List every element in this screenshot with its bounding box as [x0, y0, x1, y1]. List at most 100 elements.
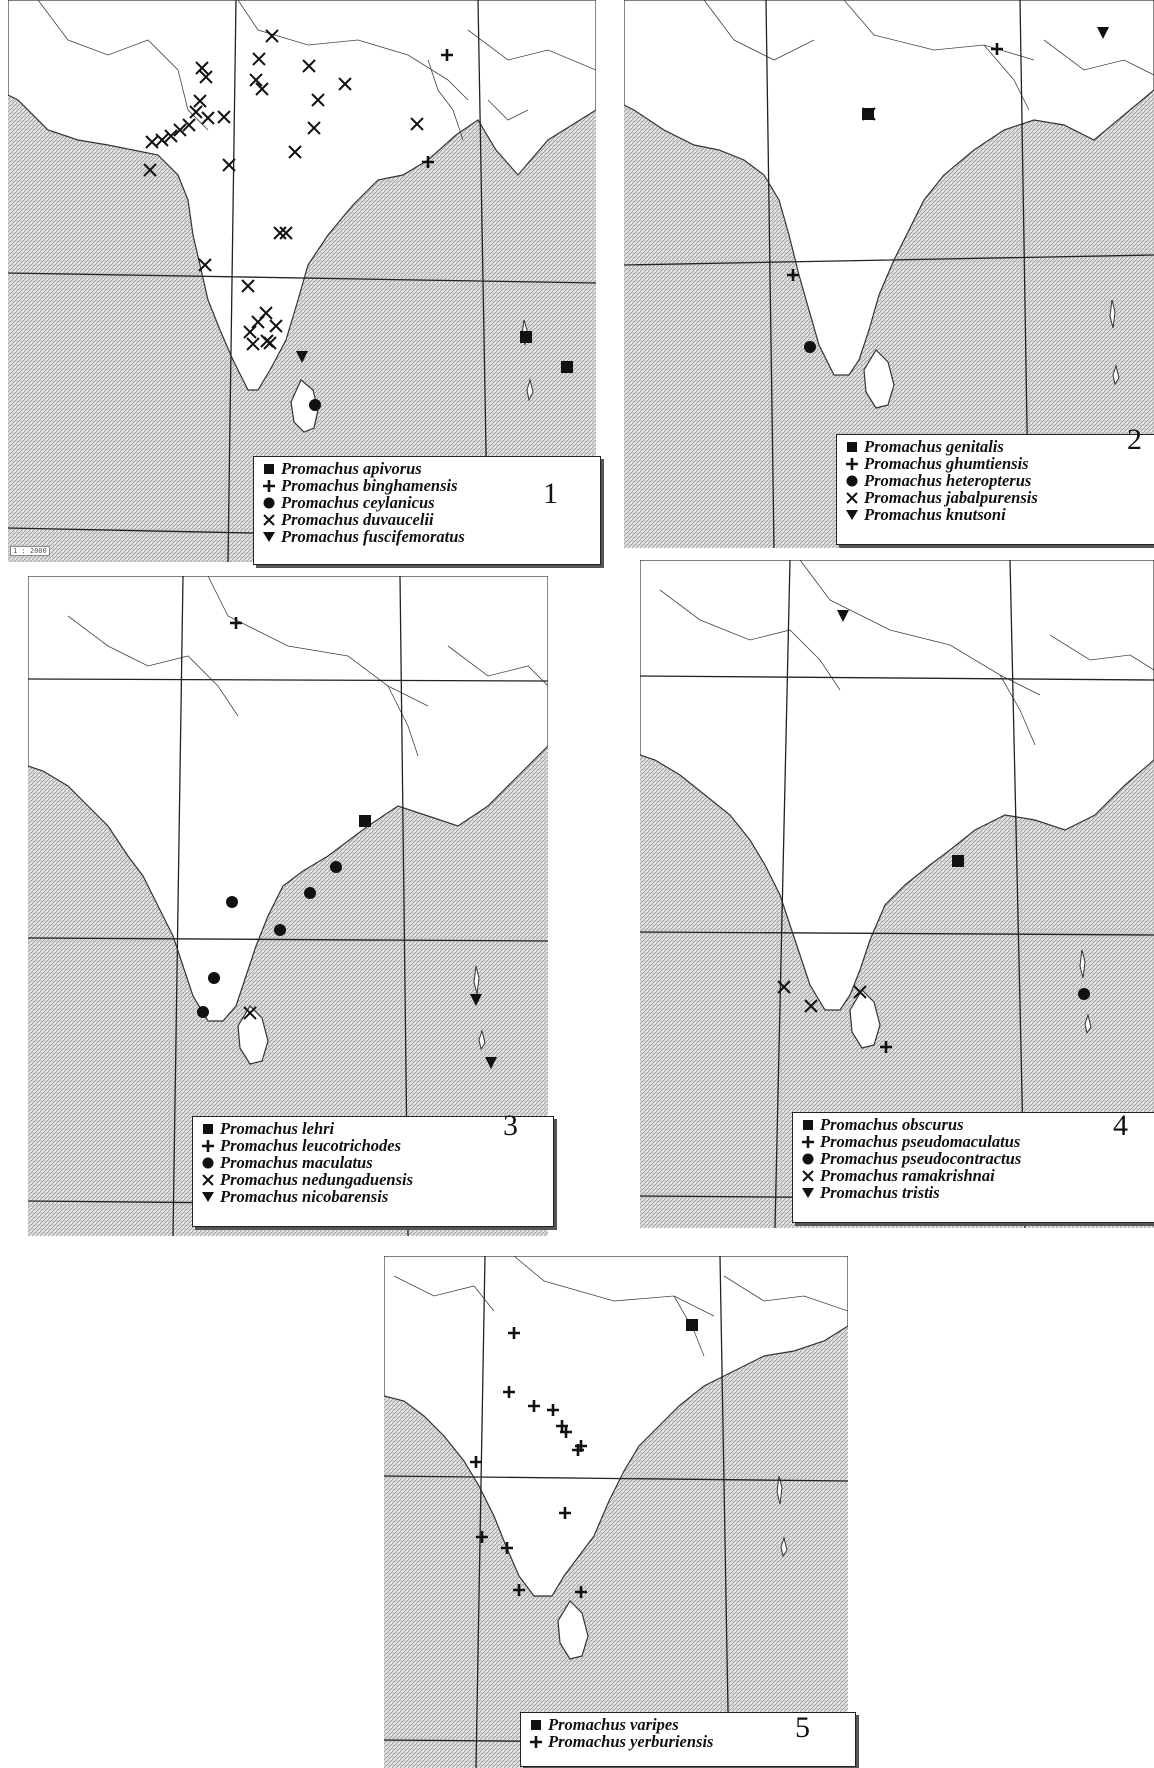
legend-item: Promachus ceylanicus [262, 494, 592, 511]
legend-label: Promachus leucotrichodes [220, 1136, 402, 1155]
panel-number: 4 [1113, 1109, 1128, 1142]
cross-icon [202, 1173, 214, 1186]
legend-label: Promachus maculatus [220, 1153, 373, 1172]
borders [37, 0, 596, 141]
legend-item: Promachus obscurus [801, 1116, 1153, 1133]
legend-item: Promachus pseudocontractus [801, 1150, 1153, 1167]
legend-4: Promachus obscurus Promachus pseudomacul… [792, 1109, 1154, 1223]
legend-item: Promachus lehri [201, 1120, 545, 1137]
cross-icon [802, 1169, 814, 1182]
legend-label: Promachus nicobarensis [220, 1187, 389, 1206]
sri-lanka [863, 349, 895, 409]
legend-label: Promachus pseudocontractus [820, 1149, 1022, 1168]
legend-label: Promachus binghamensis [281, 476, 458, 495]
andaman-islands [1079, 949, 1092, 1035]
map-5 [384, 1256, 848, 1768]
triangle-down-icon [263, 531, 275, 542]
legend-item: Promachus duvaucelii [262, 511, 592, 528]
legend-item: Promachus leucotrichodes [201, 1137, 545, 1154]
land [28, 576, 548, 1022]
legend-label: Promachus tristis [820, 1183, 940, 1202]
sri-lanka [237, 1005, 269, 1065]
legend-label: Promachus fuscifemoratus [281, 527, 465, 546]
land [384, 1256, 848, 1597]
circle-icon [846, 475, 858, 486]
borders [659, 560, 1154, 746]
sri-lanka [557, 1600, 589, 1660]
cross-icon [846, 491, 858, 504]
legend-item: Promachus yerburiensis [529, 1733, 847, 1750]
panel-number: 2 [1127, 423, 1142, 456]
square-icon [531, 1719, 541, 1730]
plus-icon [202, 1139, 214, 1152]
legend-2: Promachus genitalis Promachus ghumtiensi… [836, 423, 1154, 545]
legend-label: Promachus ceylanicus [281, 493, 435, 512]
scale-label: 1 : 2000 [10, 546, 50, 556]
legend-item: Promachus apivorus [262, 460, 592, 477]
graticule [640, 560, 1154, 1228]
sri-lanka [849, 989, 881, 1049]
plus-icon [263, 479, 275, 492]
plus-icon [530, 1735, 542, 1748]
legend-item: Promachus jabalpurensis [845, 489, 1154, 506]
legend-item: Promachus tristis [801, 1184, 1153, 1201]
square-icon [203, 1123, 213, 1134]
sri-lanka [290, 379, 319, 433]
circle-icon [802, 1153, 814, 1164]
legend-1: Promachus apivorus Promachus binghamensi… [253, 456, 601, 565]
plus-icon [846, 457, 858, 470]
legend-label: Promachus lehri [220, 1119, 335, 1138]
legend-5: Promachus varipes Promachus yerburiensis… [520, 1712, 856, 1767]
triangle-down-icon [802, 1187, 814, 1198]
graticule [8, 0, 596, 562]
panel-number: 3 [503, 1109, 518, 1142]
legend-label: Promachus nedungaduensis [220, 1170, 414, 1189]
land [8, 0, 596, 391]
map-panel-1: 1 : 2000 [8, 0, 596, 562]
legend-item: Promachus ramakrishnai [801, 1167, 1153, 1184]
map-panel-5 [384, 1256, 848, 1768]
circle-icon [202, 1157, 214, 1168]
panel-number: 1 [543, 477, 558, 510]
square-icon [264, 463, 274, 474]
graticule [384, 1256, 848, 1768]
legend-item: Promachus genitalis [845, 438, 1154, 455]
legend-label: Promachus jabalpurensis [864, 488, 1038, 507]
triangle-down-icon [202, 1191, 214, 1202]
legend-label: Promachus yerburiensis [548, 1732, 714, 1751]
legend-label: Promachus obscurus [820, 1115, 964, 1134]
square-icon [847, 441, 857, 452]
legend-item: Promachus fuscifemoratus [262, 528, 592, 545]
legend-label: Promachus duvaucelii [281, 510, 434, 529]
legend-label: Promachus knutsoni [864, 505, 1006, 524]
legend-label: Promachus varipes [548, 1715, 679, 1734]
legend-item: Promachus maculatus [201, 1154, 545, 1171]
legend-3: Promachus lehri Promachus leucotrichodes… [192, 1109, 554, 1227]
circle-icon [263, 497, 275, 508]
legend-item: Promachus varipes [529, 1716, 847, 1733]
plus-icon [802, 1135, 814, 1148]
legend-label: Promachus ghumtiensis [864, 454, 1029, 473]
legend-item: Promachus binghamensis [262, 477, 592, 494]
legend-item: Promachus ghumtiensis [845, 455, 1154, 472]
cross-icon [263, 513, 275, 526]
square-icon [803, 1119, 813, 1130]
legend-item: Promachus pseudomaculatus [801, 1133, 1153, 1150]
borders [67, 576, 548, 757]
legend-item: Promachus nedungaduensis [201, 1171, 545, 1188]
legend-item: Promachus nicobarensis [201, 1188, 545, 1205]
borders [703, 0, 1154, 111]
legend-label: Promachus apivorus [281, 459, 422, 478]
panel-number: 5 [795, 1711, 810, 1744]
triangle-down-icon [846, 509, 858, 520]
borders [393, 1256, 848, 1357]
land [640, 560, 1154, 1011]
legend-label: Promachus genitalis [864, 437, 1004, 456]
andaman-islands [776, 1475, 788, 1558]
legend-label: Promachus pseudomaculatus [820, 1132, 1021, 1151]
legend-label: Promachus ramakrishnai [820, 1166, 995, 1185]
legend-label: Promachus heteropterus [864, 471, 1032, 490]
graticule [28, 576, 548, 1236]
legend-item: Promachus heteropterus [845, 472, 1154, 489]
andaman-islands [1109, 299, 1120, 386]
